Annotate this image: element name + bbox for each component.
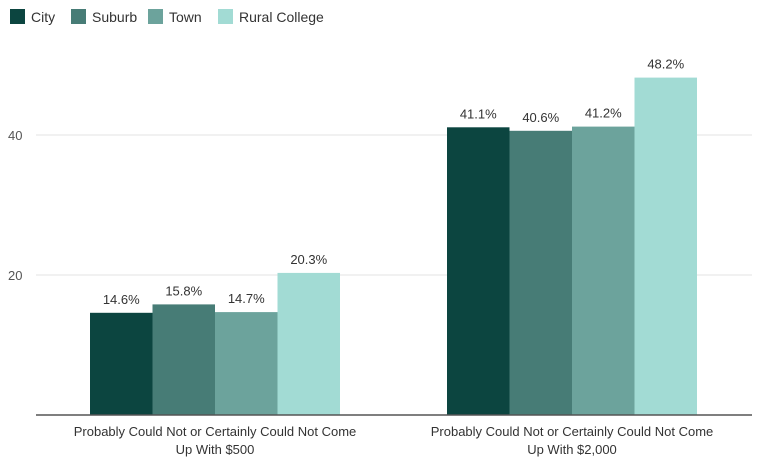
data-label: 40.6% — [522, 110, 559, 125]
legend-swatch — [218, 9, 233, 24]
legend-swatch — [71, 9, 86, 24]
category-labels: Probably Could Not or Certainly Could No… — [74, 424, 714, 457]
bar-city-1 — [90, 312, 153, 415]
bar-suburb-2 — [509, 130, 572, 416]
legend-swatch — [10, 9, 25, 24]
legend-label: Suburb — [92, 9, 137, 25]
data-label: 41.1% — [460, 106, 497, 121]
legend-label: Town — [169, 9, 202, 25]
data-label: 14.6% — [103, 292, 140, 307]
legend-label: City — [31, 9, 55, 25]
category-label: Probably Could Not or Certainly Could No… — [431, 424, 714, 439]
bar-town-1 — [215, 312, 278, 415]
legend-item-rural-college: Rural College — [218, 9, 324, 25]
legend-swatch — [148, 9, 163, 24]
category-label: Up With $2,000 — [527, 442, 617, 457]
data-labels: 14.6% 15.8% 14.7% 20.3% 41.1% 40.6% 41.2% 48.2% — [103, 57, 685, 307]
bar-town-2 — [572, 126, 635, 415]
data-label: 14.7% — [228, 291, 265, 306]
category-label: Probably Could Not or Certainly Could No… — [74, 424, 357, 439]
y-tick-label: 20 — [8, 268, 22, 283]
bar-rural-college-1 — [277, 272, 340, 415]
bar-city-2 — [447, 127, 510, 416]
data-label: 20.3% — [290, 252, 327, 267]
legend-label: Rural College — [239, 9, 324, 25]
y-tick-label: 40 — [8, 128, 22, 143]
legend-item-city: City — [10, 9, 55, 25]
data-label: 15.8% — [165, 283, 202, 298]
bar-rural-college-2 — [634, 77, 697, 415]
data-label: 41.2% — [585, 106, 622, 121]
legend: City Suburb Town Rural College — [10, 9, 324, 25]
bars — [90, 77, 697, 416]
legend-item-suburb: Suburb — [71, 9, 137, 25]
category-label: Up With $500 — [176, 442, 255, 457]
data-label: 48.2% — [647, 57, 684, 72]
legend-item-town: Town — [148, 9, 202, 25]
bar-suburb-1 — [152, 304, 215, 415]
